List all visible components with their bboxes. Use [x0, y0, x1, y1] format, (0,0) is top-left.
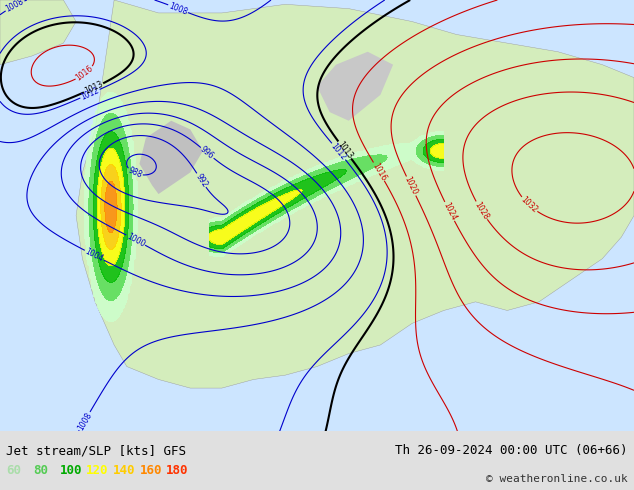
Text: 140: 140 [113, 464, 135, 477]
Text: 1028: 1028 [472, 200, 490, 221]
Text: 1000: 1000 [125, 231, 146, 248]
Text: 1012: 1012 [329, 141, 348, 162]
Text: 1032: 1032 [519, 195, 539, 215]
Text: 180: 180 [166, 464, 188, 477]
Text: 1024: 1024 [441, 201, 458, 222]
Polygon shape [0, 0, 76, 65]
Text: 160: 160 [139, 464, 162, 477]
Polygon shape [139, 121, 203, 194]
Text: 1016: 1016 [370, 161, 388, 182]
Text: 1008: 1008 [4, 0, 25, 14]
Text: Jet stream/SLP [kts] GFS: Jet stream/SLP [kts] GFS [6, 444, 186, 457]
Text: Th 26-09-2024 00:00 UTC (06+66): Th 26-09-2024 00:00 UTC (06+66) [395, 444, 628, 457]
Text: 60: 60 [6, 464, 22, 477]
Text: 1016: 1016 [74, 64, 95, 83]
Text: 1008: 1008 [76, 411, 93, 432]
Text: 1020: 1020 [403, 175, 419, 196]
Text: 1012: 1012 [79, 86, 101, 102]
Text: 996: 996 [198, 145, 216, 161]
Polygon shape [76, 0, 634, 388]
Polygon shape [317, 52, 393, 121]
Text: 1013: 1013 [335, 140, 354, 160]
Text: 988: 988 [126, 166, 143, 180]
Text: 1008: 1008 [167, 1, 189, 16]
Text: 120: 120 [86, 464, 108, 477]
Text: 1013: 1013 [83, 80, 104, 96]
Text: 100: 100 [60, 464, 82, 477]
Text: 1004: 1004 [84, 247, 105, 264]
Text: 992: 992 [193, 172, 209, 189]
Text: © weatheronline.co.uk: © weatheronline.co.uk [486, 474, 628, 484]
Text: 80: 80 [33, 464, 48, 477]
